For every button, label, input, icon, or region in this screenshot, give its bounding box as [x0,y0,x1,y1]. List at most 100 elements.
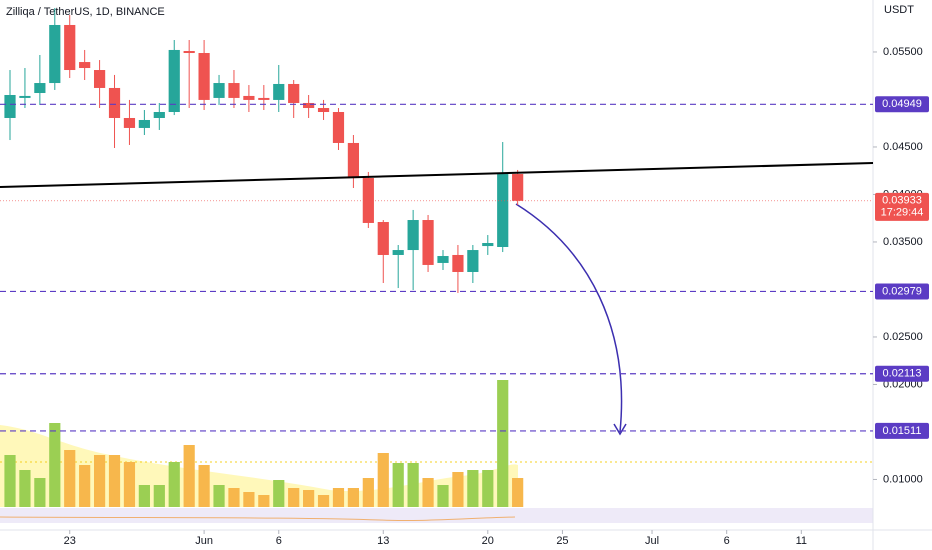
volume-bar [183,445,195,507]
candle-body [228,83,240,98]
candle-body [213,83,225,98]
indicator-strip [0,508,873,523]
candle-body [168,49,180,113]
x-tick-label: 23 [64,535,76,547]
candle-body [482,243,494,247]
volume-bar [34,478,46,507]
candle-body [4,94,16,118]
volume-bar [123,462,136,507]
x-tick-label: 20 [482,535,494,547]
candle-body [19,95,31,98]
volume-bar [153,485,165,507]
candle-body [347,142,360,179]
volume-bar [303,490,315,507]
volume-bar [482,470,494,507]
candle-body [49,24,61,84]
candle-body [422,220,434,265]
y-tick-label: 0.03500 [883,236,923,248]
volume-bar [362,478,374,507]
candle-body [317,108,330,113]
last-price-bg [875,192,929,221]
y-tick-label: 0.01000 [883,473,923,485]
volume-bar [79,465,91,507]
volume-bar [332,488,345,507]
volume-bar [437,485,449,507]
volume-bar [273,480,285,507]
y-tick-label: 0.05500 [883,46,923,58]
projection-arrow [515,203,623,433]
volume-bar [168,462,180,507]
candle-body [138,119,150,128]
volume-bar [49,423,61,507]
volume-bar [198,465,210,507]
volume-bar [317,495,330,507]
candle-body [452,254,464,272]
volume-bar [377,453,389,507]
level-label: 0.01511 [883,425,922,437]
candle-body [288,83,300,103]
volume-bar [467,470,479,507]
trendline [0,162,874,188]
level-label: 0.04949 [882,98,922,110]
volume-bar [93,455,106,507]
candle-body [377,222,389,255]
level-label-bg [875,422,929,439]
volume-bar [497,380,509,507]
candle-body [108,87,121,118]
candle-body [123,117,136,128]
candle-body [467,250,479,272]
x-tick-label: 25 [556,535,568,547]
candle-body [437,256,449,263]
x-tick-label: 13 [377,535,389,547]
last-price-label: 0.03933 [882,195,922,207]
candle-body [303,102,315,109]
x-tick-label: Jun [195,535,213,547]
x-tick-label: 6 [276,535,282,547]
level-label-bg [875,365,929,382]
candle-body [258,97,270,100]
candle-body [34,83,46,94]
volume-bar [213,485,225,507]
volume-bar [138,485,150,507]
level-label-bg [875,96,929,113]
level-label: 0.02113 [883,368,922,380]
volume-bar [422,478,434,507]
candle-body [407,220,419,251]
volume-bar [452,472,464,507]
volume-bar [4,455,16,507]
candle-body [243,95,255,100]
candle-body [273,83,285,100]
chart-title: Zilliqa / TetherUS, 1D, BINANCE [6,6,165,18]
y-tick-label: 0.04500 [883,141,923,153]
level-label: 0.02979 [882,285,922,297]
volume-bar [392,463,404,507]
volume-bar [243,492,255,507]
x-tick-label: 11 [796,535,807,547]
level-label-bg [875,283,929,300]
candle-body [93,70,106,88]
volume-bar [407,463,419,507]
candle-body [153,112,165,118]
candle-body [183,51,195,54]
volume-bar [108,455,121,507]
candle-body [332,112,345,143]
y-axis-label: USDT [884,4,914,16]
candle-body [198,53,210,100]
volume-bar [347,488,360,507]
indicator-line [0,516,516,522]
x-tick-label: Jul [645,535,659,547]
volume-bar [512,478,524,507]
candle-body [79,62,91,69]
volume-bar [64,450,76,507]
candle-body [362,178,374,223]
countdown-label: 17:29:44 [881,207,924,219]
y-tick-label: 0.02500 [883,331,923,343]
volume-bar [19,470,31,507]
candle-body [497,174,509,247]
candle-body [64,24,76,71]
candle-body [512,174,524,201]
x-tick-label: 6 [724,535,730,547]
